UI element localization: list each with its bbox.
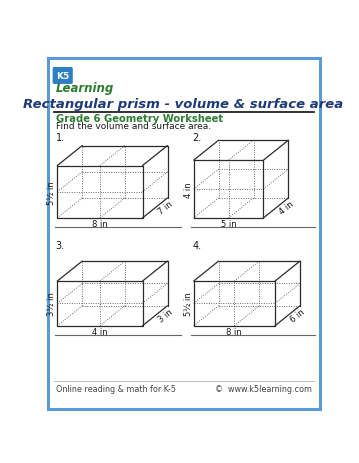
Text: Grade 6 Geometry Worksheet: Grade 6 Geometry Worksheet xyxy=(56,113,223,124)
Text: 6 in: 6 in xyxy=(289,307,307,323)
Text: K5: K5 xyxy=(56,72,69,81)
Text: Rectangular prism - volume & surface area: Rectangular prism - volume & surface are… xyxy=(23,98,343,111)
Text: 5½ in: 5½ in xyxy=(184,292,193,316)
Text: 4 in: 4 in xyxy=(278,199,295,216)
Text: 3½ in: 3½ in xyxy=(47,292,56,316)
Text: 7 in: 7 in xyxy=(157,199,174,216)
Text: 8 in: 8 in xyxy=(227,327,242,336)
Text: 4.: 4. xyxy=(192,241,201,250)
Text: 2.: 2. xyxy=(192,133,201,143)
Text: 3 in: 3 in xyxy=(157,307,174,323)
Text: 4 in: 4 in xyxy=(184,182,193,197)
Text: ©  www.k5learning.com: © www.k5learning.com xyxy=(215,385,312,394)
Text: 5 in: 5 in xyxy=(221,219,236,228)
Text: Online reading & math for K-5: Online reading & math for K-5 xyxy=(56,385,176,394)
Text: 1.: 1. xyxy=(56,133,65,143)
Text: 8 in: 8 in xyxy=(92,219,108,228)
Text: Find the volume and surface area.: Find the volume and surface area. xyxy=(56,122,211,131)
Text: 5½ in: 5½ in xyxy=(47,181,56,204)
Text: Learning: Learning xyxy=(56,81,114,94)
Text: 4 in: 4 in xyxy=(92,327,108,336)
FancyBboxPatch shape xyxy=(53,68,73,85)
Text: 3.: 3. xyxy=(56,241,65,250)
